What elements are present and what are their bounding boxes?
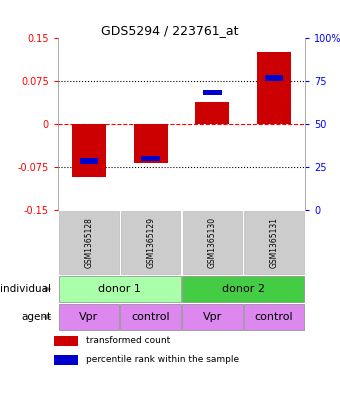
Text: donor 1: donor 1 xyxy=(98,284,141,294)
Text: GSM1365128: GSM1365128 xyxy=(84,217,94,268)
Text: transformed count: transformed count xyxy=(86,336,170,345)
Bar xyxy=(257,52,291,124)
Bar xyxy=(72,124,106,177)
FancyBboxPatch shape xyxy=(182,276,304,302)
Text: GSM1365129: GSM1365129 xyxy=(146,217,155,268)
FancyBboxPatch shape xyxy=(120,304,181,330)
FancyBboxPatch shape xyxy=(59,304,119,330)
Text: control: control xyxy=(255,312,293,322)
Bar xyxy=(195,102,230,124)
FancyBboxPatch shape xyxy=(59,211,119,274)
FancyBboxPatch shape xyxy=(121,211,180,274)
Bar xyxy=(265,75,284,81)
Bar xyxy=(80,158,98,164)
Text: GDS5294 / 223761_at: GDS5294 / 223761_at xyxy=(101,24,239,37)
Text: percentile rank within the sample: percentile rank within the sample xyxy=(86,355,239,364)
Bar xyxy=(141,156,160,161)
FancyBboxPatch shape xyxy=(182,304,242,330)
FancyBboxPatch shape xyxy=(244,304,304,330)
Text: Vpr: Vpr xyxy=(79,312,99,322)
FancyBboxPatch shape xyxy=(59,276,181,302)
Text: individual: individual xyxy=(0,284,51,294)
Text: agent: agent xyxy=(21,312,51,322)
Bar xyxy=(54,336,78,346)
Bar xyxy=(203,90,222,95)
Text: GSM1365130: GSM1365130 xyxy=(208,217,217,268)
Bar xyxy=(134,124,168,163)
Text: GSM1365131: GSM1365131 xyxy=(270,217,278,268)
Text: control: control xyxy=(131,312,170,322)
Text: Vpr: Vpr xyxy=(203,312,222,322)
Bar xyxy=(54,354,78,365)
Text: donor 2: donor 2 xyxy=(222,284,265,294)
FancyBboxPatch shape xyxy=(183,211,242,274)
FancyBboxPatch shape xyxy=(244,211,304,274)
